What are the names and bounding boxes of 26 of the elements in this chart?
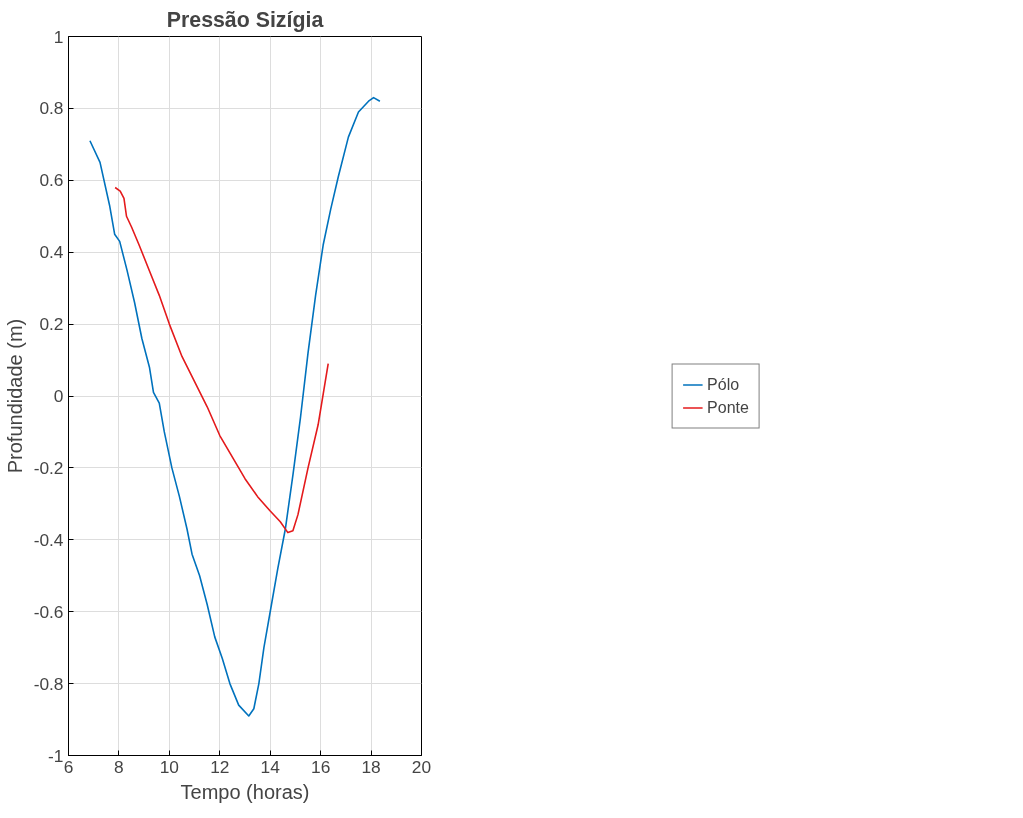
y-tick-label: -0.2 [33,457,64,478]
y-tick-label: 0.6 [39,170,64,191]
y-tick-label: -0.6 [33,601,64,622]
y-tick-label: 0.8 [39,98,64,119]
x-tick-label: 8 [114,756,124,777]
y-tick-label: -1 [48,745,64,766]
y-tick-label: 0 [53,386,64,406]
legend-label: Ponte [707,398,749,416]
chart-title: Pressão Sizígia [166,7,324,32]
y-tick-label: 1 [53,26,64,47]
line-series [89,96,381,717]
x-tick-label: 12 [210,756,230,777]
x-tick-label: 18 [361,756,381,777]
y-tick-label: -0.8 [33,673,64,694]
y-tick-label: -0.4 [33,529,64,550]
y-axis-title: Profundidade (m) [3,318,26,474]
x-tick-label: 10 [159,756,179,777]
x-tick-label: 14 [260,756,281,777]
x-tick-label: 20 [411,756,432,777]
x-tick-label: 6 [63,756,74,777]
legend-label: Pólo [707,375,740,393]
y-tick-label: 0.2 [39,314,64,335]
y-tick-label: 0.4 [39,242,64,263]
x-axis-title: Tempo (horas) [180,780,310,803]
line-series [114,186,330,534]
x-tick-label: 16 [311,756,331,777]
